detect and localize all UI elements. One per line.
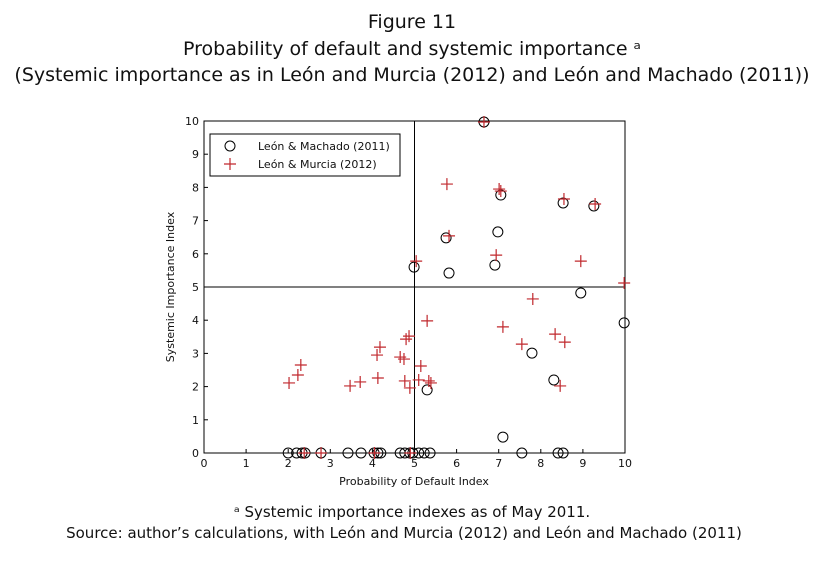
point: [344, 379, 357, 392]
point: [421, 314, 434, 327]
point: [618, 277, 631, 290]
x-tick-label: 0: [201, 457, 208, 470]
point: [373, 341, 386, 354]
point: [557, 447, 569, 459]
point: [496, 320, 509, 333]
point: [526, 347, 538, 359]
point: [490, 249, 503, 262]
point: [489, 259, 501, 271]
point: [552, 447, 564, 459]
point: [515, 338, 528, 351]
point: [408, 261, 420, 273]
source: Source: author’s calculations, with León…: [66, 524, 742, 542]
legend-box: [209, 133, 401, 177]
y-tick-label: 7: [192, 215, 199, 228]
point: [493, 183, 506, 196]
y-axis-label: Systemic Importance Index: [164, 211, 177, 362]
footnote: ᵃ Systemic importance indexes as of May …: [234, 503, 590, 521]
y-tick-label: 4: [192, 314, 199, 327]
point: [282, 447, 294, 459]
y-tick-label: 3: [192, 347, 199, 360]
point: [403, 330, 416, 343]
y-tick-label: 5: [192, 281, 199, 294]
point: [342, 447, 354, 459]
y-tick-label: 6: [192, 248, 199, 261]
point: [548, 374, 560, 386]
point: [497, 431, 509, 443]
y-tick-label: 8: [192, 181, 199, 194]
point: [410, 255, 423, 268]
point: [574, 255, 587, 268]
chart-subtitle: Probability of default and systemic impo…: [183, 38, 641, 60]
point: [400, 333, 413, 346]
point: [588, 200, 600, 212]
point: [403, 381, 416, 394]
x-tick-label: 7: [495, 457, 502, 470]
point: [354, 375, 367, 388]
point: [397, 353, 410, 366]
point: [618, 317, 630, 329]
point: [440, 178, 453, 191]
x-tick-label: 2: [285, 457, 292, 470]
x-tick-label: 10: [618, 457, 632, 470]
point: [443, 229, 456, 242]
x-tick-label: 3: [327, 457, 334, 470]
legend-marker: [224, 140, 236, 152]
point: [414, 360, 427, 373]
point: [404, 447, 417, 459]
point: [549, 328, 562, 341]
point: [421, 384, 433, 396]
point: [371, 349, 384, 362]
legend-label: León & Machado (2011): [258, 140, 390, 153]
point: [291, 368, 304, 381]
point: [557, 193, 570, 206]
point: [575, 287, 587, 299]
x-tick-label: 9: [579, 457, 586, 470]
point: [443, 267, 455, 279]
point: [589, 198, 602, 210]
x-tick-label: 5: [411, 457, 418, 470]
chart-subtitle: (Systemic importance as in León and Murc…: [14, 64, 809, 86]
point: [424, 447, 436, 459]
point: [315, 447, 328, 459]
y-tick-label: 0: [192, 447, 199, 460]
x-tick-label: 6: [453, 457, 460, 470]
point: [412, 373, 425, 386]
point: [424, 376, 437, 389]
y-tick-label: 1: [192, 414, 199, 427]
point: [283, 376, 296, 389]
point: [477, 115, 490, 128]
legend-label: León & Murcia (2012): [258, 158, 377, 171]
point: [554, 379, 567, 392]
point: [492, 226, 504, 238]
point: [440, 232, 452, 244]
point: [422, 374, 435, 387]
point: [494, 185, 507, 198]
legend-marker: [224, 158, 236, 170]
x-axis-label: Probability of Default Index: [339, 475, 489, 488]
point: [294, 359, 307, 372]
point: [398, 374, 411, 387]
point: [298, 447, 311, 459]
y-tick-label: 10: [185, 115, 199, 128]
x-tick-label: 8: [537, 457, 544, 470]
point: [418, 447, 430, 459]
x-tick-label: 4: [369, 457, 376, 470]
point: [355, 447, 367, 459]
y-tick-label: 9: [192, 148, 199, 161]
point: [371, 371, 384, 384]
chart-title: Figure 11: [368, 11, 456, 33]
point: [557, 197, 569, 209]
point: [526, 292, 539, 305]
y-tick-label: 2: [192, 381, 199, 394]
x-tick-label: 1: [243, 457, 250, 470]
point: [368, 447, 381, 459]
point: [558, 336, 571, 349]
point: [516, 447, 528, 459]
